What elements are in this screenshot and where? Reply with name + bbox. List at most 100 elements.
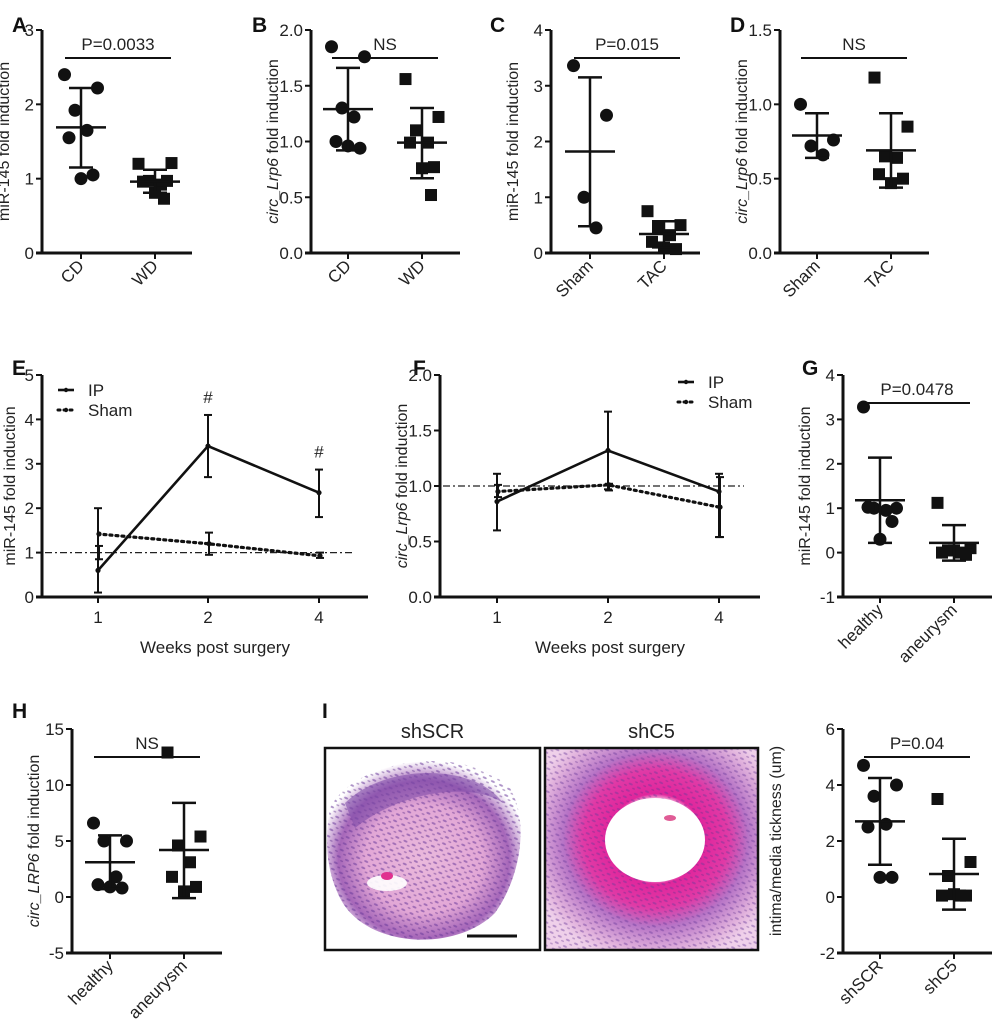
data-point-tac bbox=[641, 205, 654, 218]
y-tick-label: 0.5 bbox=[748, 170, 772, 189]
legend-marker bbox=[683, 379, 689, 385]
data-point-shscr bbox=[885, 870, 899, 884]
image-frame bbox=[323, 746, 542, 952]
y-tick-label: 0.5 bbox=[279, 188, 303, 207]
data-point-ip bbox=[494, 498, 500, 505]
y-tick-label: 1.5 bbox=[279, 77, 303, 96]
data-point-cd bbox=[358, 50, 371, 64]
y-tick-label: 2 bbox=[826, 832, 835, 851]
significance-label: P=0.04 bbox=[890, 734, 944, 753]
x-tick-label: 4 bbox=[714, 608, 723, 627]
data-point-cd bbox=[325, 40, 338, 54]
data-point-cd bbox=[58, 68, 71, 82]
data-point-ip bbox=[95, 567, 101, 573]
data-point-healthy bbox=[861, 500, 875, 514]
y-tick-label: 3 bbox=[25, 455, 34, 474]
data-point-tac bbox=[646, 235, 658, 248]
y-tick-label: 2 bbox=[25, 95, 34, 114]
legend-label: IP bbox=[88, 381, 104, 400]
y-tick-label: 10 bbox=[45, 776, 64, 795]
y-tick-label: -5 bbox=[49, 944, 64, 963]
x-tick-label: CD bbox=[324, 256, 355, 287]
y-axis-label: circ_Lrp6 fold induction bbox=[394, 404, 411, 569]
data-point-ip bbox=[205, 443, 211, 449]
y-axis-label: miR-145 fold induction bbox=[505, 62, 522, 221]
data-point-aneurysm bbox=[161, 746, 174, 759]
y-tick-label: 4 bbox=[25, 410, 34, 429]
panel-label: I bbox=[322, 700, 328, 723]
y-tick-label: 4 bbox=[826, 776, 835, 795]
y-tick-label: 0.5 bbox=[408, 533, 432, 552]
histology-image-shc5 bbox=[545, 748, 758, 950]
panel-label: H bbox=[12, 700, 27, 723]
data-point-wd bbox=[428, 161, 440, 174]
data-point-tac bbox=[897, 172, 909, 185]
y-tick-label: 15 bbox=[45, 720, 64, 739]
data-point-healthy bbox=[97, 834, 111, 848]
data-point-cd bbox=[80, 123, 94, 137]
data-point-sham bbox=[589, 221, 603, 235]
data-point-ip bbox=[316, 490, 322, 496]
histology-title: shSCR bbox=[401, 721, 464, 743]
data-point-tac bbox=[901, 120, 914, 133]
x-axis-label: Weeks post surgery bbox=[140, 638, 290, 657]
data-point-healthy bbox=[890, 501, 903, 515]
data-point-sham bbox=[804, 139, 818, 153]
y-tick-label: 1.0 bbox=[408, 477, 432, 496]
histology-image-shscr bbox=[325, 748, 540, 950]
significance-label: NS bbox=[373, 35, 397, 54]
y-tick-label: 0 bbox=[534, 244, 543, 263]
data-point-sham bbox=[794, 97, 807, 111]
data-point-tac bbox=[868, 71, 881, 84]
x-tick-label: healthy bbox=[835, 600, 888, 653]
vessel-lumen bbox=[605, 798, 705, 882]
y-axis-label: miR-145 fold induction bbox=[0, 62, 13, 221]
data-point-healthy bbox=[885, 515, 899, 529]
data-point-wd bbox=[158, 192, 170, 205]
data-point-healthy bbox=[87, 816, 100, 830]
data-point-wd bbox=[410, 124, 422, 137]
x-tick-label: TAC bbox=[861, 256, 898, 293]
x-axis-label: Weeks post surgery bbox=[535, 638, 685, 657]
chart-panel-C: C 0 1 2 3 4 miR-145 fold induction Sham TAC P=0.0… bbox=[490, 14, 700, 301]
y-tick-label: 2 bbox=[826, 455, 835, 474]
data-point-tac bbox=[873, 168, 885, 181]
data-point-tac bbox=[891, 151, 903, 164]
data-point-sham bbox=[567, 59, 580, 73]
y-axis-label-gene: Lrp6 bbox=[265, 158, 282, 190]
x-tick-label: aneurysm bbox=[895, 600, 961, 666]
data-point-sham bbox=[600, 108, 613, 122]
significance-label: P=0.0033 bbox=[81, 35, 154, 54]
y-axis-label-prefix: circ_ bbox=[26, 893, 43, 927]
data-point-wd bbox=[399, 73, 412, 86]
rbc-cluster bbox=[664, 815, 676, 821]
data-point-sham bbox=[606, 482, 612, 488]
legend-marker bbox=[63, 387, 69, 393]
chart-panel-E: E 0 1 2 3 4 5 miR-145 fold induction 1 2 4 Weeks po… bbox=[2, 357, 368, 657]
x-tick-label: WD bbox=[395, 256, 428, 289]
y-axis-label-gene: Lrp6 bbox=[734, 158, 751, 190]
panel-label: G bbox=[802, 357, 818, 380]
histology-title: shC5 bbox=[628, 721, 675, 743]
pink-spot bbox=[381, 872, 393, 880]
data-point-shc5 bbox=[964, 856, 977, 868]
data-point-shscr bbox=[890, 778, 903, 792]
y-tick-label: -1 bbox=[820, 588, 835, 607]
data-point-sham bbox=[96, 531, 102, 537]
significance-label: P=0.0478 bbox=[880, 380, 953, 399]
x-tick-label: 2 bbox=[203, 608, 212, 627]
data-point-shscr bbox=[879, 817, 893, 831]
y-axis-label-prefix: circ_ bbox=[265, 190, 282, 224]
y-tick-label: 2.0 bbox=[279, 21, 303, 40]
y-tick-label: 3 bbox=[534, 77, 543, 96]
lumen-slit bbox=[367, 875, 407, 891]
legend-label: Sham bbox=[88, 401, 132, 420]
data-point-cd bbox=[68, 103, 82, 117]
data-point-sham bbox=[206, 541, 212, 547]
data-point-wd bbox=[432, 110, 445, 123]
significance-label: NS bbox=[842, 35, 866, 54]
y-tick-label: 3 bbox=[826, 410, 835, 429]
data-point-cd bbox=[74, 172, 88, 186]
